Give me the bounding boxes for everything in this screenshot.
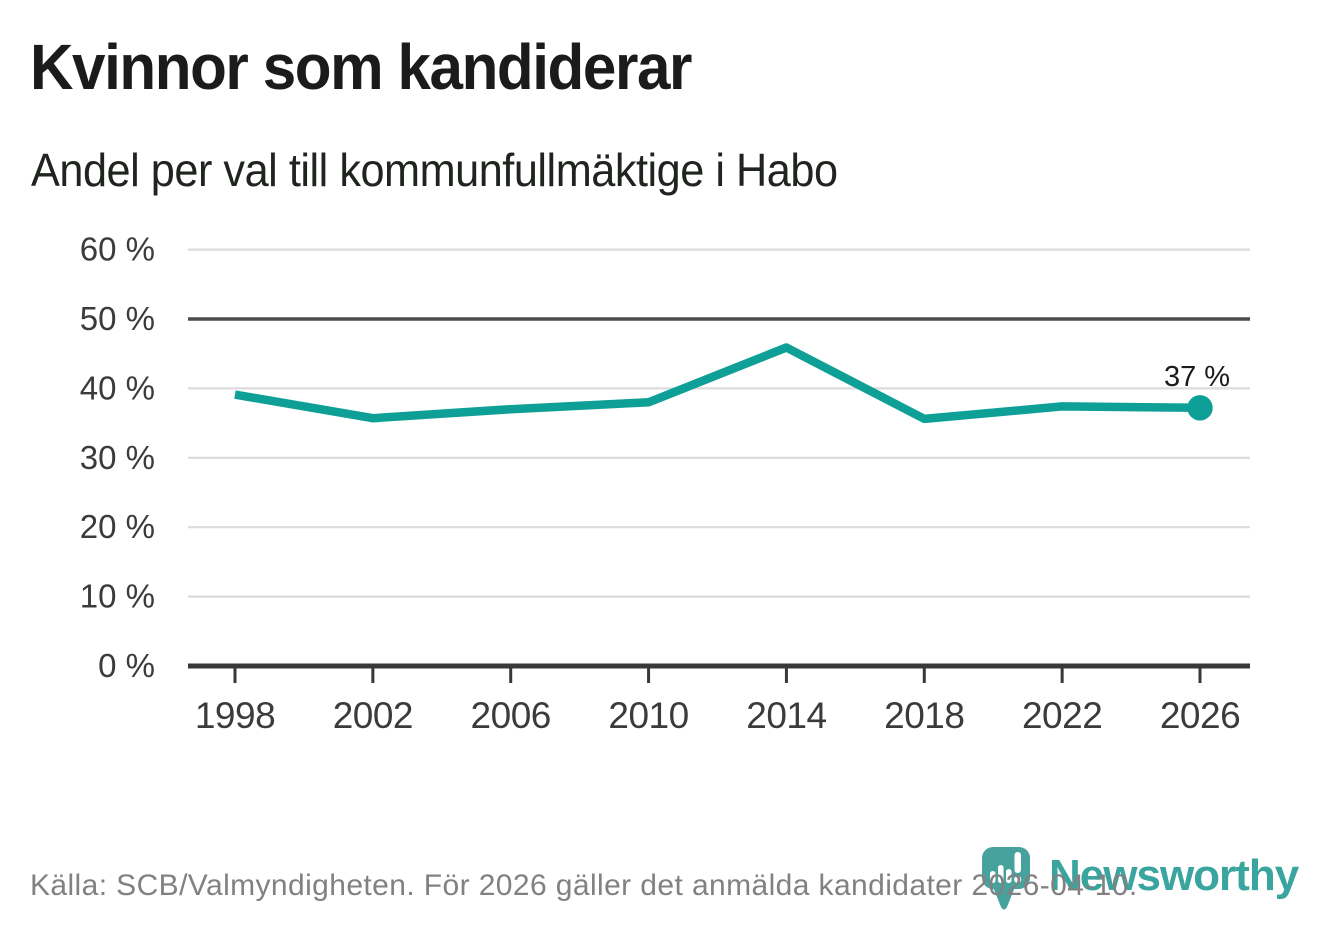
data-line bbox=[234, 343, 1201, 424]
speech-bubble-tail bbox=[993, 887, 1015, 910]
x-axis-tick-label: 1998 bbox=[195, 695, 275, 736]
bar-chart-icon bbox=[1006, 869, 1012, 883]
x-axis-tick-label: 2006 bbox=[471, 695, 551, 736]
y-axis-tick-label: 0 % bbox=[98, 647, 155, 684]
bar-chart-icon bbox=[990, 871, 996, 883]
y-axis-tick-label: 30 % bbox=[80, 439, 155, 476]
newsworthy-bubble-icon bbox=[982, 847, 1030, 910]
x-axis-tick-label: 2018 bbox=[884, 695, 964, 736]
x-axis-tick-label: 2026 bbox=[1160, 695, 1240, 736]
y-axis-tick-label: 60 % bbox=[80, 231, 155, 268]
exclamation-dot bbox=[1014, 875, 1022, 884]
x-axis-tick-label: 2014 bbox=[746, 695, 826, 736]
y-axis-tick-label: 40 % bbox=[80, 369, 155, 406]
end-point-marker bbox=[1187, 395, 1213, 421]
chart-subtitle: Andel per val till kommunfullmäktige i H… bbox=[31, 144, 838, 196]
end-point-label: 37 % bbox=[1164, 361, 1230, 393]
source-note: Källa: SCB/Valmyndigheten. För 2026 gäll… bbox=[30, 869, 1138, 902]
y-axis-tick-label: 10 % bbox=[80, 578, 155, 615]
exclamation-icon bbox=[1014, 852, 1021, 873]
x-axis-tick-label: 2010 bbox=[608, 695, 688, 736]
bar-chart-icon bbox=[998, 865, 1004, 883]
x-axis-tick-label: 2002 bbox=[333, 695, 413, 736]
x-axis-tick-label: 2022 bbox=[1022, 695, 1102, 736]
newsworthy-wordmark: Newsworthy bbox=[1049, 851, 1299, 900]
y-axis-tick-label: 20 % bbox=[80, 508, 155, 545]
y-axis-tick-label: 50 % bbox=[80, 300, 155, 337]
page-title: Kvinnor som kandiderar bbox=[30, 31, 692, 103]
